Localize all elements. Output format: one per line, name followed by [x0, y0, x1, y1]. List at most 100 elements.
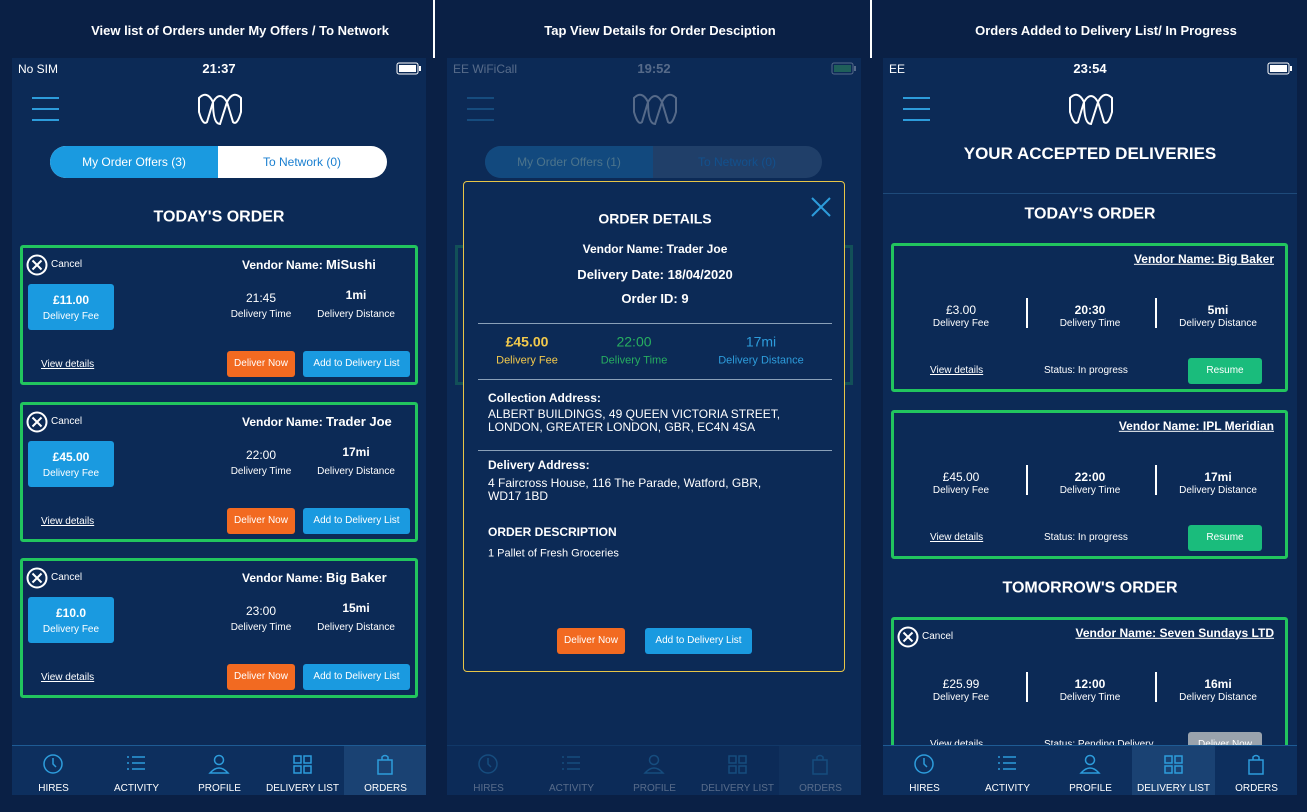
separator: [1026, 298, 1028, 328]
nav-item[interactable]: ORDERS: [1215, 746, 1297, 795]
tab[interactable]: To Network (0): [697, 154, 777, 169]
nav-item[interactable]: PROFILE: [1049, 746, 1132, 795]
view-details[interactable]: View details: [930, 532, 984, 543]
nav-label[interactable]: DELIVERY LIST: [1137, 783, 1210, 794]
nav-label[interactable]: PROFILE: [1069, 783, 1112, 794]
order-id: Order ID: 9: [621, 291, 689, 307]
time-value: 20:30: [1074, 302, 1106, 317]
tab-active[interactable]: [50, 146, 218, 178]
add-to-list[interactable]: Add to Delivery List: [303, 664, 410, 690]
nav-item[interactable]: ORDERS: [344, 746, 426, 795]
add-to-list-label: Add to Delivery List: [313, 514, 400, 526]
nav-item[interactable]: ACTIVITY: [966, 746, 1049, 795]
collection-label: Collection Address:: [488, 390, 601, 405]
deliver-now[interactable]: Deliver Now: [557, 628, 625, 654]
nav-item[interactable]: ACTIVITY: [530, 746, 613, 795]
nav-label[interactable]: ORDERS: [364, 783, 407, 794]
vendor-label: Vendor Name:: [582, 241, 667, 256]
status: Status: Pending Delivery: [1044, 739, 1154, 751]
time-value: 23:00: [245, 603, 277, 618]
clock: 23:54: [1073, 61, 1107, 77]
order-card: Cancel Vendor Name: Trader Joe £45.00 Deliv…: [20, 401, 418, 542]
vendor-value: Big Baker: [1217, 251, 1274, 266]
nav-label[interactable]: HIRES: [909, 783, 940, 794]
cancel[interactable]: Cancel: [51, 259, 83, 270]
fee-badge: £11.00 Delivery Fee: [28, 284, 114, 330]
distance-caption: Delivery Distance: [1179, 485, 1257, 496]
nav-item[interactable]: PROFILE: [178, 746, 261, 795]
menu-icon: [467, 96, 495, 122]
tab[interactable]: My Order Offers (3): [82, 154, 186, 169]
distance-caption: Delivery Distance: [317, 622, 395, 633]
nav-icon-svg: [728, 755, 747, 774]
nav-label[interactable]: ACTIVITY: [548, 783, 595, 794]
time-value: 12:00: [1074, 676, 1106, 691]
fee-badge: £45.00 Delivery Fee: [28, 440, 114, 487]
cancel-icon-svg: [897, 626, 919, 648]
divider: [433, 0, 435, 58]
resume[interactable]: Resume: [1188, 525, 1262, 551]
fee-value: £45.00: [505, 333, 549, 350]
nav-label[interactable]: DELIVERY LIST: [266, 783, 339, 794]
nav-item[interactable]: PROFILE: [613, 746, 696, 795]
nav-icon: [477, 753, 499, 775]
cancel[interactable]: Cancel: [922, 631, 954, 642]
nav-icon: [208, 753, 230, 775]
tab-group: My Order Offers (3) To Network (0): [50, 146, 387, 178]
nav-item[interactable]: DELIVERY LIST: [1132, 746, 1215, 795]
nav-icon-svg: [562, 756, 580, 770]
separator: [1026, 672, 1028, 702]
nav-item[interactable]: ACTIVITY: [95, 746, 178, 795]
nav-item[interactable]: DELIVERY LIST: [696, 746, 779, 795]
deliver-now[interactable]: Deliver Now: [227, 507, 295, 534]
time-value: 22:00: [1074, 469, 1106, 484]
deliver-now[interactable]: Deliver Now: [227, 664, 295, 690]
tab-active[interactable]: [485, 146, 653, 178]
distance-value: 17mi: [342, 444, 370, 459]
nav-item[interactable]: DELIVERY LIST: [261, 746, 344, 795]
delivery-card: Cancel Vendor Name: Seven Sundays LTD £25.…: [891, 617, 1288, 766]
view-details[interactable]: View details: [930, 739, 983, 751]
vendor-value: Seven Sundays LTD: [1159, 625, 1274, 640]
cancel[interactable]: Cancel: [51, 572, 83, 583]
nav-label[interactable]: HIRES: [473, 783, 504, 794]
nav-item[interactable]: HIRES: [883, 746, 966, 795]
view-details[interactable]: View details: [41, 359, 95, 370]
delivery-address: 4 Faircross House, 116 The Parade, Watfo…: [488, 476, 762, 504]
tab[interactable]: To Network (0): [262, 154, 342, 169]
nav-item[interactable]: HIRES: [447, 746, 530, 795]
nav-label[interactable]: HIRES: [38, 783, 69, 794]
resume[interactable]: Resume: [1188, 358, 1262, 384]
add-to-list[interactable]: Add to Delivery List: [303, 507, 410, 534]
view-details[interactable]: View details: [41, 515, 95, 527]
nav-label[interactable]: ACTIVITY: [113, 783, 160, 794]
time-caption: Delivery Time: [600, 354, 668, 367]
nav-bar: HIRES ACTIVITY PROFILE DELIVERY LIST ORDERS: [883, 745, 1297, 795]
nav-icon-svg: [1248, 754, 1264, 775]
carrier: No SIM: [18, 61, 59, 76]
carrier: EE: [889, 61, 906, 76]
delivery-card: Vendor Name: IPL Meridian £45.00 Delivery …: [891, 410, 1288, 559]
nav-label[interactable]: ORDERS: [1235, 783, 1278, 794]
deliver-now[interactable]: Deliver Now: [227, 351, 295, 377]
nav-label[interactable]: ACTIVITY: [984, 783, 1031, 794]
modal-title: ORDER DETAILS: [598, 210, 712, 227]
nav-label[interactable]: PROFILE: [633, 783, 676, 794]
tab[interactable]: My Order Offers (1): [517, 154, 621, 169]
nav-item[interactable]: ORDERS: [779, 746, 861, 795]
nav-label[interactable]: ORDERS: [799, 783, 842, 794]
add-to-list[interactable]: Add to Delivery List: [645, 628, 752, 654]
clock: 19:52: [637, 61, 671, 77]
battery: [396, 62, 422, 76]
vendor-label: Vendor Name:: [242, 571, 327, 586]
distance-value: 17mi: [745, 333, 777, 350]
cancel[interactable]: Cancel: [51, 415, 83, 427]
view-details[interactable]: View details: [41, 672, 95, 683]
view-details[interactable]: View details: [930, 365, 984, 376]
add-to-list[interactable]: Add to Delivery List: [303, 351, 410, 377]
delivery-card: Vendor Name: Big Baker £3.00 Delivery Fee 2…: [891, 243, 1288, 392]
nav-item[interactable]: HIRES: [12, 746, 95, 795]
nav-label[interactable]: PROFILE: [198, 783, 241, 794]
nav-label[interactable]: DELIVERY LIST: [701, 783, 774, 794]
